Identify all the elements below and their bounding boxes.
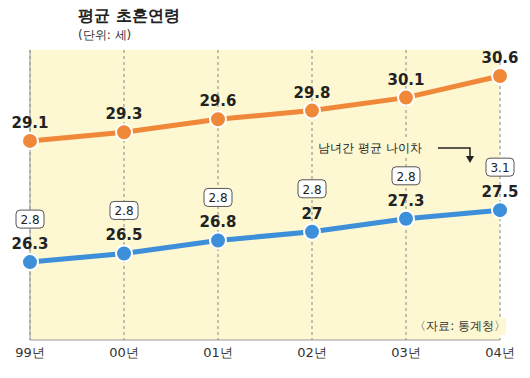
svg-text:27.5: 27.5 [481, 183, 518, 201]
svg-text:02년: 02년 [297, 345, 327, 360]
html-text:평균 초혼연령: 평균 초혼연령 [78, 6, 180, 25]
svg-text:27.3: 27.3 [387, 192, 424, 210]
svg-text:26.8: 26.8 [199, 213, 236, 231]
svg-text:29.6: 29.6 [199, 92, 236, 110]
svg-text:00년: 00년 [109, 345, 139, 360]
svg-text:2.8: 2.8 [114, 204, 133, 218]
svg-text:2.8: 2.8 [208, 191, 227, 205]
svg-text:03년: 03년 [391, 345, 421, 360]
svg-text:27: 27 [302, 205, 323, 223]
svg-text:3.1: 3.1 [490, 161, 509, 175]
svg-text:26.3: 26.3 [11, 235, 48, 253]
svg-text:99년: 99년 [15, 345, 45, 360]
html-text:(단위: 세): (단위: 세) [78, 28, 132, 42]
svg-text:30.1: 30.1 [387, 71, 424, 89]
svg-text:2.8: 2.8 [20, 213, 39, 227]
svg-text:29.3: 29.3 [105, 105, 142, 123]
svg-text:29.8: 29.8 [293, 84, 330, 102]
svg-text:2.8: 2.8 [302, 183, 321, 197]
svg-text:2.8: 2.8 [396, 170, 415, 184]
html-text:남녀간 평균 나이차: 남녀간 평균 나이차 [318, 141, 422, 155]
svg-text:29.1: 29.1 [11, 114, 48, 132]
svg-text:01년: 01년 [203, 345, 233, 360]
svg-text:30.6: 30.6 [481, 49, 518, 67]
html-text:〈자료: 통계청〉: 〈자료: 통계청〉 [414, 319, 506, 333]
svg-text:26.5: 26.5 [105, 226, 142, 244]
svg-text:04년: 04년 [485, 345, 515, 360]
